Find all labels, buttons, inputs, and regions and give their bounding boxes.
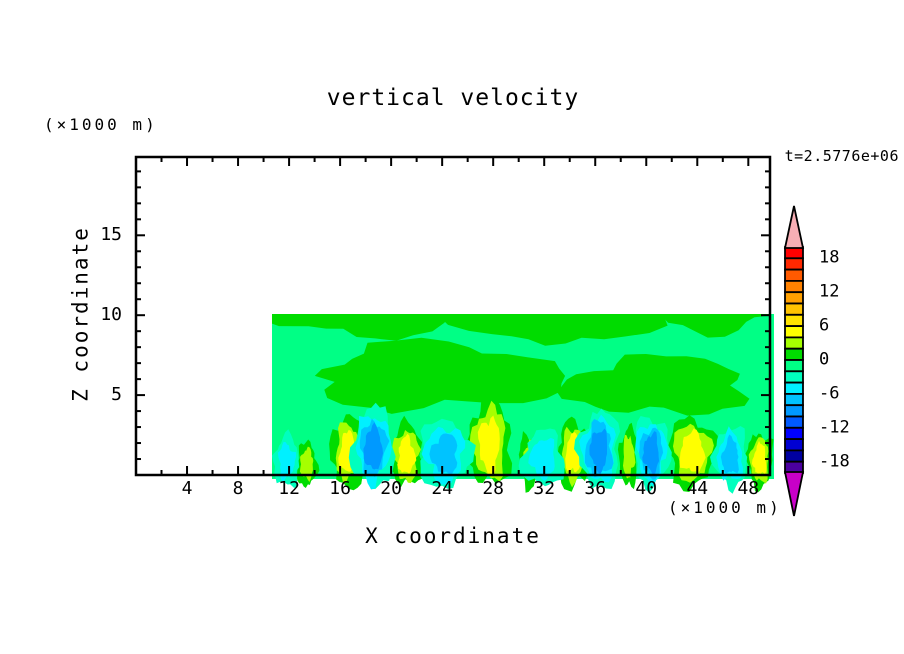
x-tick-label: 40 <box>635 478 658 499</box>
colorbar-segment <box>784 438 804 452</box>
colorbar-segment <box>784 302 804 316</box>
colorbar-segment <box>784 404 804 418</box>
colorbar-segment <box>784 313 804 327</box>
colorbar-over-arrow <box>783 205 805 249</box>
colorbar-segment <box>784 336 804 350</box>
updraft-contour <box>477 415 500 476</box>
x-tick-label: 44 <box>686 478 709 499</box>
contour-band-positive <box>221 190 318 244</box>
colorbar-segment <box>784 359 804 373</box>
contour-band-positive <box>230 136 407 229</box>
x-tick-label: 16 <box>329 478 351 499</box>
downdraft-contour <box>186 428 204 473</box>
updraft-contour <box>126 384 149 474</box>
updraft-contour <box>679 428 706 473</box>
x-tick-label: 28 <box>482 478 505 499</box>
downdraft-contour <box>528 437 555 481</box>
downdraft-contour <box>720 434 739 474</box>
x-tick-label: 24 <box>431 478 453 499</box>
contour-band-positive <box>117 119 276 236</box>
x-tick-label: 36 <box>584 478 607 499</box>
z-tick-label: 5 <box>111 384 122 406</box>
downdraft-contour <box>176 412 212 482</box>
colorbar-segment <box>784 347 804 361</box>
x-axis-title: X coordinate <box>365 524 541 548</box>
colorbar-segment <box>784 257 804 271</box>
colorbar-segment <box>784 415 804 429</box>
colorbar-segment <box>784 325 804 339</box>
plot-frame <box>134 155 772 477</box>
updraft-contour <box>241 441 255 478</box>
colorbar-segment <box>784 279 804 294</box>
colorbar-segment <box>784 449 804 463</box>
z-axis-unit-label: (×1000 m) <box>44 115 158 134</box>
contour-band-positive <box>661 314 772 338</box>
colorbar-tick-label: -18 <box>819 451 850 472</box>
colorbar-under-arrow <box>783 471 805 517</box>
colorbar-tick-label: 6 <box>819 315 830 336</box>
colorbar-segment <box>784 291 804 305</box>
updraft-contour <box>623 434 636 479</box>
contour-band-positive <box>460 215 589 274</box>
contour-band-positive <box>347 124 543 210</box>
x-axis-unit-label: (×1000 m) <box>668 498 782 517</box>
updraft-contour <box>397 433 417 474</box>
colorbar-tick-label: 0 <box>819 349 830 370</box>
contour-band-positive <box>314 337 566 414</box>
updraft-contour <box>131 397 148 466</box>
z-tick-label: 10 <box>100 304 122 326</box>
x-tick-label: 20 <box>380 478 402 499</box>
downdraft-contour <box>180 425 206 480</box>
x-tick-label: 48 <box>737 478 760 499</box>
downdraft-contour <box>277 441 296 482</box>
colorbar-segment <box>784 426 804 440</box>
contour-band-positive <box>675 122 810 224</box>
x-tick-label: 4 <box>181 478 193 499</box>
colorbar-segment <box>784 370 804 384</box>
colorbar-segment <box>784 268 804 282</box>
contour-band-positive <box>463 116 743 273</box>
updraft-contour <box>119 366 160 501</box>
x-tick-label: 12 <box>278 478 300 499</box>
colorbar-tick-label: 12 <box>819 281 840 302</box>
colorbar <box>783 205 805 517</box>
updraft-contour <box>299 446 314 482</box>
downdraft-contour <box>429 433 458 474</box>
contour-band-positive <box>438 314 668 346</box>
time-stamp-label: t=2.5776e+06 <box>784 147 899 165</box>
colorbar-segment <box>784 381 804 395</box>
contour-band-positive <box>147 335 254 397</box>
contour-band-positive <box>272 314 454 341</box>
contour-band-positive <box>156 237 285 317</box>
colorbar-segment <box>784 392 804 407</box>
colorbar-tick-label: -6 <box>819 383 840 404</box>
x-tick-label: 32 <box>533 478 556 499</box>
contour-field <box>117 116 810 501</box>
downdraft-contour <box>363 422 383 470</box>
x-tick-label: 8 <box>232 478 244 499</box>
downdraft-contour <box>642 431 660 476</box>
contour-band-positive <box>557 354 750 416</box>
downdraft-contour <box>589 428 608 475</box>
colorbar-tick-label: -12 <box>819 417 850 438</box>
chart-title: vertical velocity <box>326 85 580 111</box>
z-tick-label: 15 <box>100 224 122 246</box>
colorbar-tick-label: 18 <box>819 247 840 268</box>
updraft-contour <box>751 440 767 474</box>
